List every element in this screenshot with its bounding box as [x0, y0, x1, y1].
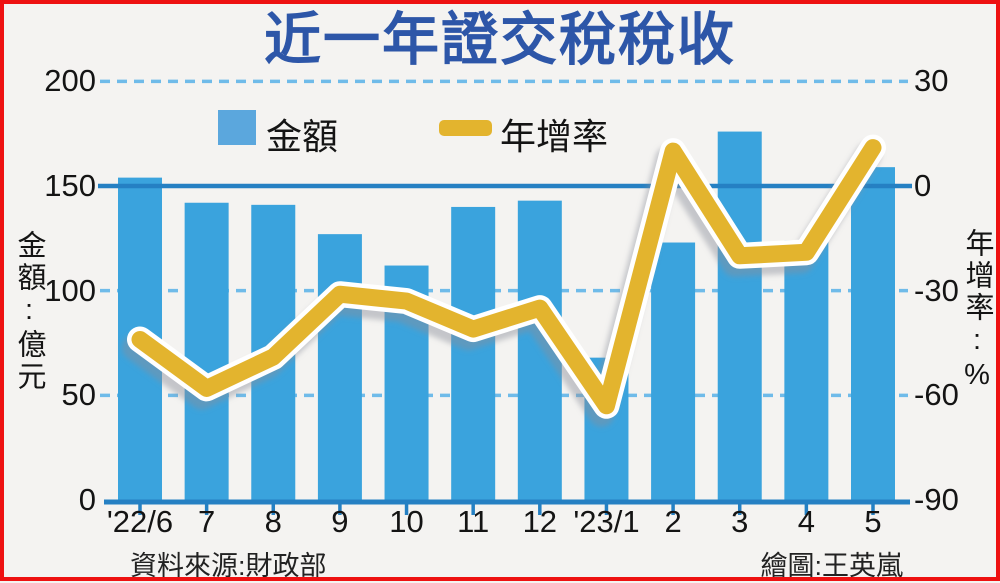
legend-bar-label: 金額 [266, 116, 339, 157]
y-tick-right-0: 0 [914, 168, 932, 203]
y-tick-left-50: 50 [61, 377, 96, 413]
y-tick-right--90: -90 [914, 482, 959, 518]
chart-title: 近一年證交稅稅收 [264, 8, 736, 72]
right-axis-title: 年增率:% [961, 228, 993, 394]
x-label-'22/6: '22/6 [106, 504, 174, 539]
source-note: 資料來源:財政部 [130, 551, 327, 581]
bar-4 [784, 240, 829, 503]
x-label-12: 12 [522, 504, 558, 539]
y-tick-right-30: 30 [914, 63, 949, 99]
x-label-7: 7 [198, 504, 216, 539]
bar-2 [651, 242, 696, 503]
x-label-'23/1: '23/1 [573, 504, 640, 539]
legend: 金額 年增率 [0, 106, 1000, 157]
x-label-8: 8 [264, 504, 282, 539]
x-label-11: 11 [457, 504, 490, 539]
left-axis-title: 金額:億元 [13, 230, 45, 393]
x-label-9: 9 [331, 504, 349, 539]
y-tick-right--60: -60 [914, 377, 959, 413]
bar-3 [717, 131, 762, 503]
x-label-3: 3 [731, 504, 749, 539]
legend-line-swatch-icon [439, 120, 492, 136]
legend-bar-swatch-icon [218, 110, 256, 145]
y-tick-left-200: 200 [44, 63, 96, 99]
x-label-4: 4 [797, 504, 815, 539]
credit-note: 繪圖:王英嵐 [760, 551, 903, 581]
growth-line [131, 139, 882, 415]
y-tick-left-0: 0 [78, 482, 96, 517]
bar-11 [451, 206, 496, 503]
legend-line-label: 年增率 [500, 116, 609, 157]
x-label-10: 10 [389, 504, 424, 539]
x-label-5: 5 [864, 504, 882, 539]
x-label-2: 2 [664, 504, 682, 539]
y-tick-left-150: 150 [44, 168, 96, 203]
bar-5 [851, 167, 895, 503]
y-tick-left-100: 100 [44, 272, 96, 308]
y-tick-right--30: -30 [914, 272, 959, 308]
bar-9 [317, 234, 362, 503]
bar-7 [184, 202, 229, 503]
